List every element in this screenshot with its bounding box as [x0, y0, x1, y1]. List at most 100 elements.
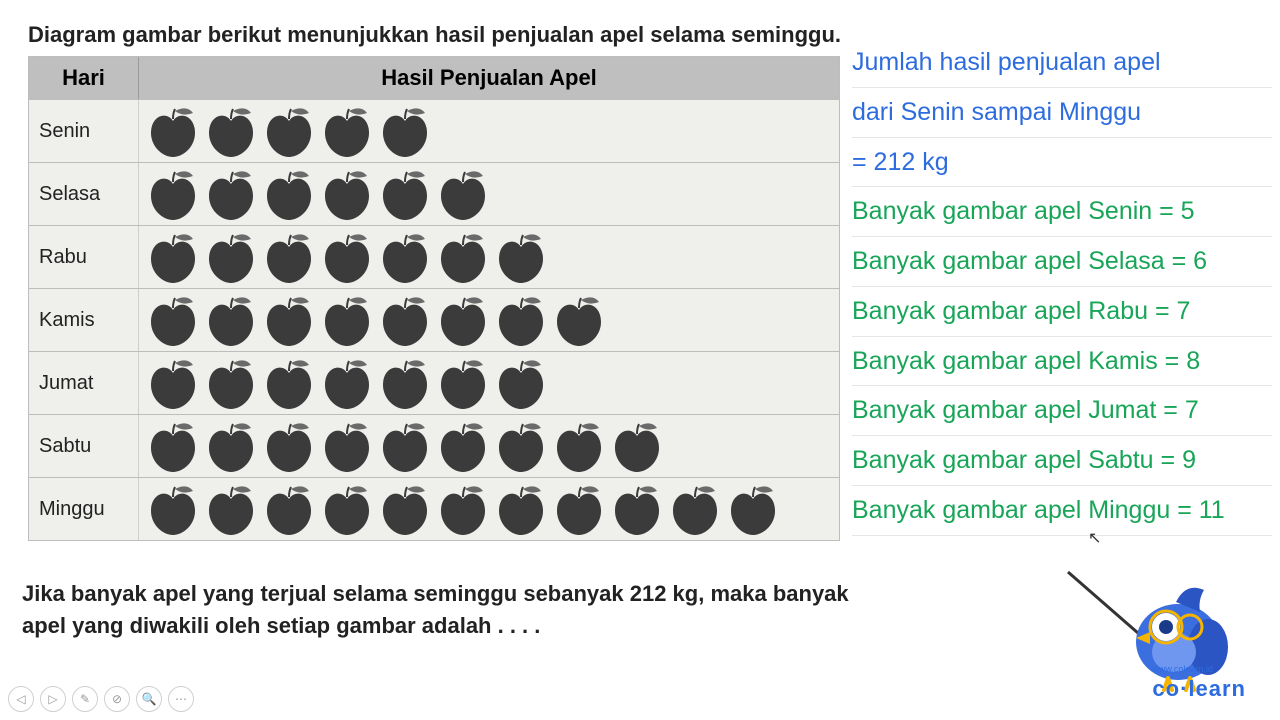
apple-icon — [147, 418, 199, 474]
day-label: Minggu — [29, 478, 139, 540]
day-label: Jumat — [29, 352, 139, 414]
table-row: Minggu — [29, 477, 839, 540]
table-row: Selasa — [29, 162, 839, 225]
apple-cells — [139, 163, 839, 225]
handwritten-notes: Jumlah hasil penjualan apeldari Senin sa… — [852, 38, 1272, 536]
apple-icon — [321, 355, 373, 411]
day-label: Rabu — [29, 226, 139, 288]
apple-icon — [495, 355, 547, 411]
pictograph-table: Hari Hasil Penjualan Apel Senin Selasa — [28, 56, 840, 541]
apple-icon — [495, 292, 547, 348]
note-line-green: Banyak gambar apel Senin = 5 — [852, 187, 1272, 237]
apple-icon — [263, 229, 315, 285]
apple-icon — [495, 229, 547, 285]
apple-icon — [147, 355, 199, 411]
apple-icon — [321, 481, 373, 537]
question-bottom: Jika banyak apel yang terjual selama sem… — [22, 578, 862, 642]
apple-icon — [321, 229, 373, 285]
apple-icon — [147, 292, 199, 348]
note-line-green: Banyak gambar apel Jumat = 7 — [852, 386, 1272, 436]
apple-icon — [379, 481, 431, 537]
apple-cells — [139, 289, 839, 351]
day-label: Senin — [29, 100, 139, 162]
table-row: Sabtu — [29, 414, 839, 477]
apple-icon — [437, 292, 489, 348]
apple-icon — [437, 481, 489, 537]
player-controls: ◁▷✎⊘🔍⋯ — [8, 686, 194, 712]
apple-icon — [263, 103, 315, 159]
apple-icon — [495, 481, 547, 537]
apple-icon — [321, 103, 373, 159]
apple-icon — [553, 418, 605, 474]
apple-icon — [379, 418, 431, 474]
table-row: Jumat — [29, 351, 839, 414]
apple-icon — [321, 292, 373, 348]
note-line-green: Banyak gambar apel Minggu = 11 — [852, 486, 1272, 536]
day-label: Sabtu — [29, 415, 139, 477]
apple-icon — [205, 229, 257, 285]
apple-icon — [321, 418, 373, 474]
apple-icon — [147, 166, 199, 222]
day-label: Kamis — [29, 289, 139, 351]
header-day: Hari — [29, 57, 139, 99]
note-line-blue: dari Senin sampai Minggu — [852, 88, 1272, 138]
apple-icon — [205, 166, 257, 222]
player-control-button[interactable]: ◁ — [8, 686, 34, 712]
note-line-blue: Jumlah hasil penjualan apel — [852, 38, 1272, 88]
apple-icon — [379, 355, 431, 411]
apple-icon — [437, 166, 489, 222]
apple-icon — [437, 418, 489, 474]
prompt-top: Diagram gambar berikut menunjukkan hasil… — [28, 22, 841, 48]
note-line-green: Banyak gambar apel Selasa = 6 — [852, 237, 1272, 287]
player-control-button[interactable]: ⊘ — [104, 686, 130, 712]
apple-icon — [379, 292, 431, 348]
apple-icon — [205, 418, 257, 474]
apple-icon — [379, 229, 431, 285]
cursor-icon: ↖ — [1088, 528, 1101, 548]
brand: www.colearn.id co·learn — [1152, 664, 1246, 702]
apple-icon — [379, 166, 431, 222]
apple-cells — [139, 226, 839, 288]
apple-icon — [611, 418, 663, 474]
apple-icon — [553, 292, 605, 348]
player-control-button[interactable]: ▷ — [40, 686, 66, 712]
apple-cells — [139, 100, 839, 162]
apple-icon — [147, 103, 199, 159]
apple-cells — [139, 352, 839, 414]
table-row: Rabu — [29, 225, 839, 288]
apple-icon — [147, 229, 199, 285]
apple-icon — [205, 355, 257, 411]
table-row: Kamis — [29, 288, 839, 351]
player-control-button[interactable]: ✎ — [72, 686, 98, 712]
apple-cells — [139, 415, 839, 477]
note-line-blue: = 212 kg — [852, 138, 1272, 188]
apple-icon — [263, 355, 315, 411]
apple-icon — [205, 481, 257, 537]
apple-cells — [139, 478, 839, 540]
apple-icon — [669, 481, 721, 537]
brand-url: www.colearn.id — [1152, 664, 1246, 674]
apple-icon — [147, 481, 199, 537]
apple-icon — [263, 481, 315, 537]
apple-icon — [379, 103, 431, 159]
apple-icon — [727, 481, 779, 537]
apple-icon — [553, 481, 605, 537]
brand-name: co·learn — [1152, 676, 1246, 701]
apple-icon — [263, 418, 315, 474]
apple-icon — [611, 481, 663, 537]
apple-icon — [263, 166, 315, 222]
table-row: Senin — [29, 99, 839, 162]
note-line-green: Banyak gambar apel Kamis = 8 — [852, 337, 1272, 387]
apple-icon — [205, 292, 257, 348]
apple-icon — [495, 418, 547, 474]
note-line-green: Banyak gambar apel Sabtu = 9 — [852, 436, 1272, 486]
player-control-button[interactable]: ⋯ — [168, 686, 194, 712]
apple-icon — [205, 103, 257, 159]
apple-icon — [263, 292, 315, 348]
player-control-button[interactable]: 🔍 — [136, 686, 162, 712]
header-data: Hasil Penjualan Apel — [139, 57, 839, 99]
note-line-green: Banyak gambar apel Rabu = 7 — [852, 287, 1272, 337]
apple-icon — [437, 229, 489, 285]
pictograph-header: Hari Hasil Penjualan Apel — [29, 57, 839, 99]
apple-icon — [321, 166, 373, 222]
